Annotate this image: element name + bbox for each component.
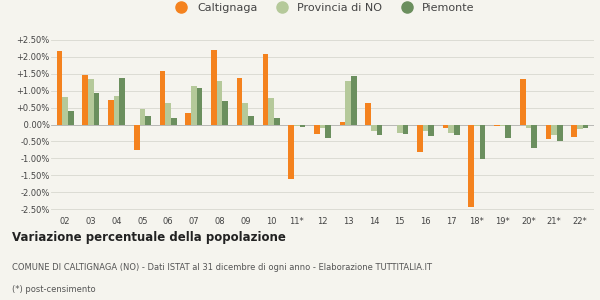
Bar (325, 124, 331, 138)
Bar (469, 124, 474, 207)
Bar (88, 79, 94, 124)
Bar (185, 113, 191, 124)
Bar (268, 98, 274, 124)
Bar (340, 122, 346, 124)
Bar (557, 124, 563, 142)
Bar (165, 103, 171, 124)
Bar (108, 100, 114, 124)
Bar (494, 124, 500, 126)
Bar (217, 81, 223, 124)
Bar (377, 124, 382, 135)
Bar (145, 116, 151, 124)
Bar (314, 124, 320, 134)
Bar (351, 76, 357, 124)
Bar (526, 124, 531, 128)
Bar (531, 124, 537, 148)
Text: COMUNE DI CALTIGNAGA (NO) - Dati ISTAT al 31 dicembre di ogni anno - Elaborazion: COMUNE DI CALTIGNAGA (NO) - Dati ISTAT a… (12, 263, 432, 272)
Bar (577, 124, 583, 129)
Bar (62, 97, 68, 124)
Bar (545, 124, 551, 139)
Bar (82, 75, 88, 124)
Legend: Caltignaga, Provincia di NO, Piemonte: Caltignaga, Provincia di NO, Piemonte (168, 1, 477, 15)
Bar (403, 124, 408, 134)
Bar (422, 124, 428, 131)
Bar (443, 124, 448, 128)
Bar (248, 116, 254, 124)
Bar (197, 88, 202, 124)
Bar (454, 124, 460, 135)
Bar (428, 124, 434, 136)
Bar (371, 124, 377, 131)
Bar (448, 124, 454, 133)
Bar (500, 124, 505, 126)
Bar (551, 124, 557, 135)
Text: Variazione percentuale della popolazione: Variazione percentuale della popolazione (12, 232, 286, 244)
Bar (237, 78, 242, 124)
Text: (*) post-censimento: (*) post-censimento (12, 286, 95, 295)
Bar (417, 124, 422, 152)
Bar (140, 109, 145, 124)
Bar (520, 79, 526, 124)
Bar (571, 124, 577, 137)
Bar (263, 54, 268, 124)
Bar (274, 118, 280, 124)
Bar (397, 124, 403, 133)
Bar (346, 81, 351, 124)
Bar (480, 124, 485, 159)
Bar (583, 124, 589, 128)
Bar (211, 50, 217, 124)
Bar (223, 101, 228, 124)
Bar (505, 124, 511, 138)
Bar (288, 124, 294, 179)
Bar (56, 52, 62, 124)
Bar (119, 78, 125, 124)
Bar (294, 124, 299, 126)
Bar (94, 93, 100, 124)
Bar (299, 124, 305, 127)
Bar (191, 86, 197, 124)
Bar (114, 96, 119, 124)
Bar (68, 111, 74, 124)
Bar (160, 71, 165, 124)
Bar (171, 118, 176, 124)
Bar (242, 103, 248, 124)
Bar (134, 124, 140, 150)
Bar (365, 103, 371, 124)
Bar (474, 124, 480, 126)
Bar (320, 124, 325, 128)
